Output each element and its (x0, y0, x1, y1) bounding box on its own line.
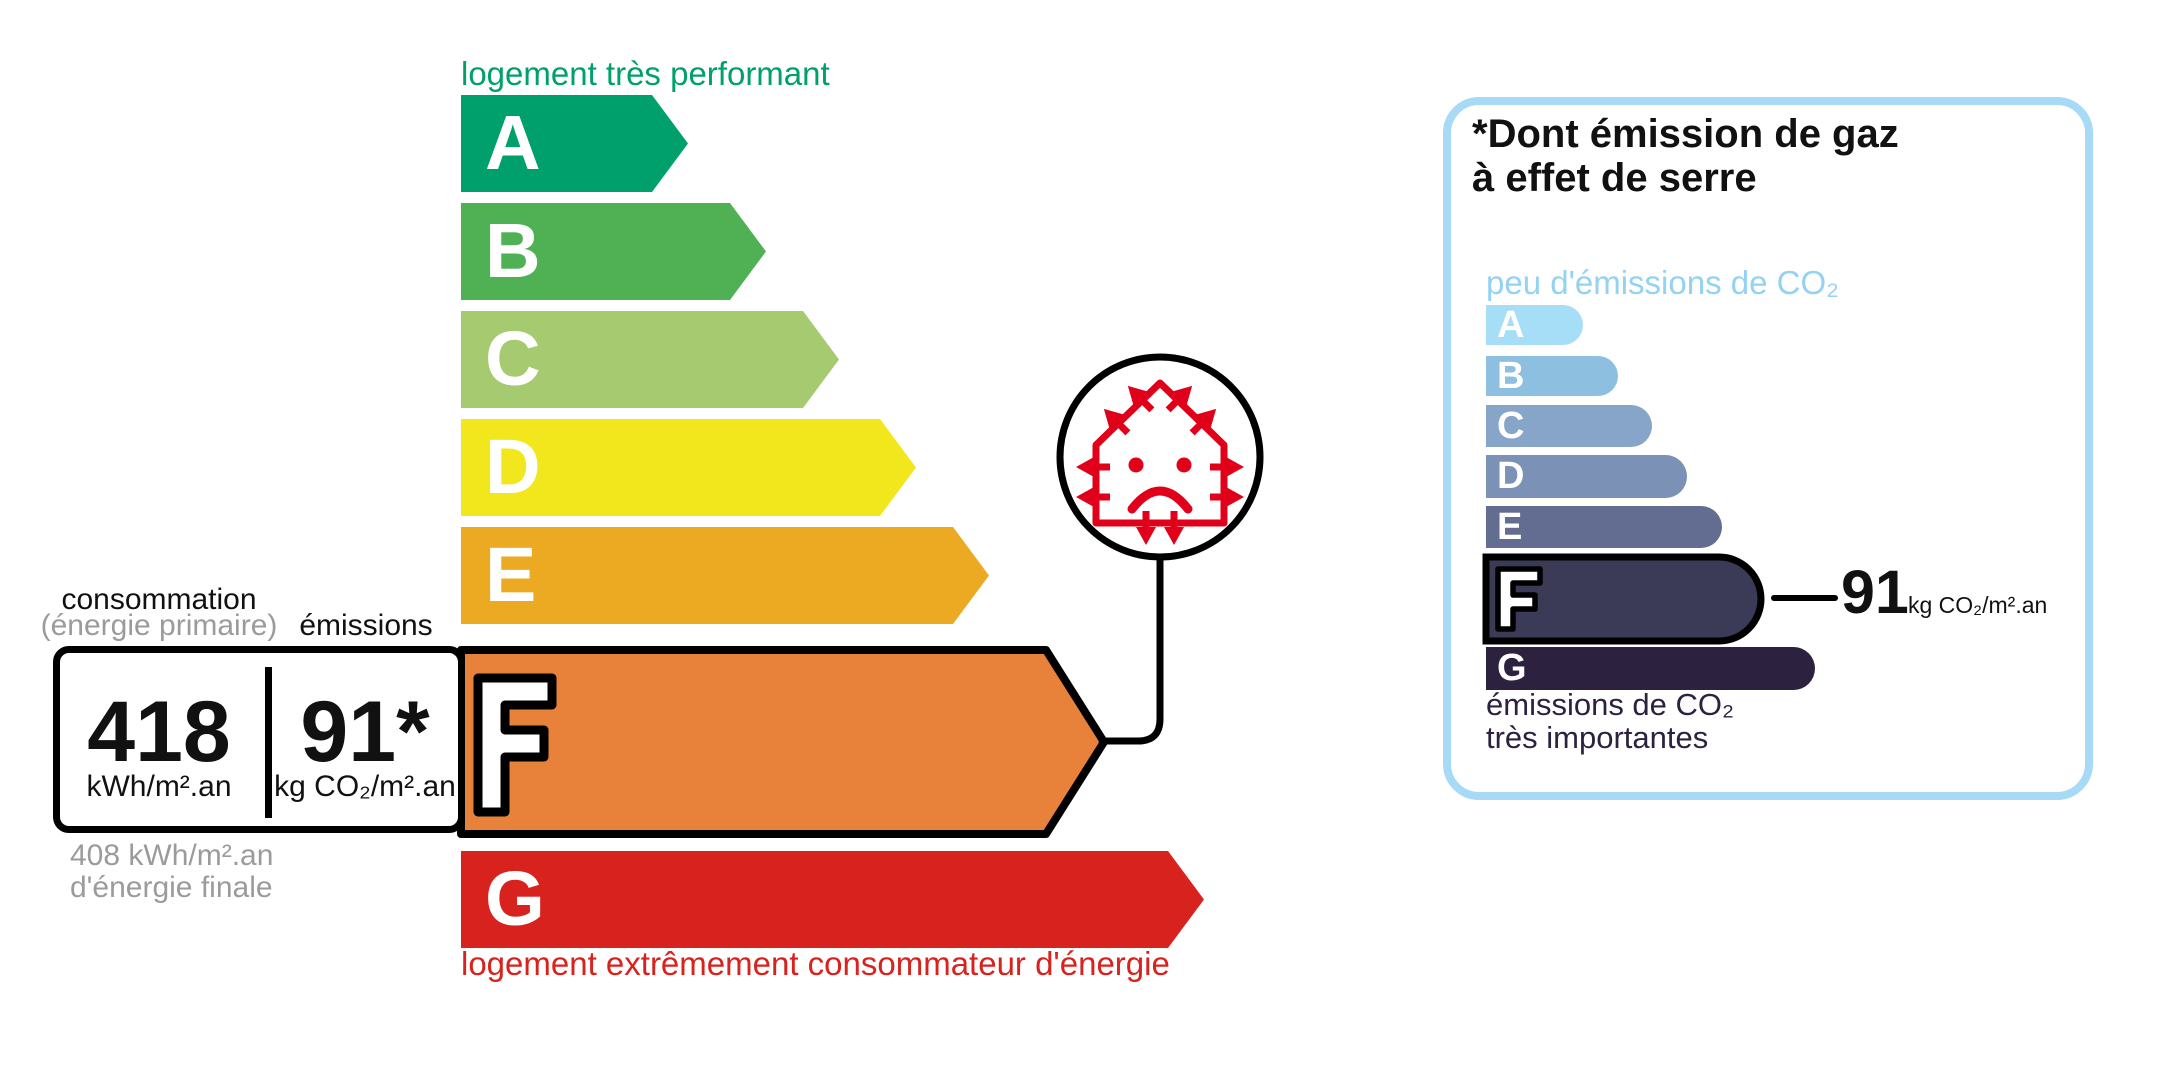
ges-top-label: peu d'émissions de CO₂ (1486, 264, 1839, 301)
house-icon-circle (1056, 353, 1264, 561)
primary-energy-value: 418 (87, 684, 231, 780)
energy-class-c-letter: C (485, 316, 541, 402)
ges-title-line1: *Dont émission de gaz (1472, 112, 1899, 156)
ges-class-c-letter: C (1497, 405, 1525, 447)
energy-class-b-arrow: B (461, 203, 766, 300)
final-energy-line1: 408 kWh/m².an (70, 839, 274, 872)
ges-class-b-letter: B (1497, 355, 1525, 397)
emissions-value: 91* (300, 684, 430, 780)
energy-class-a-arrow: A (461, 95, 688, 192)
house-left-eye (1128, 457, 1144, 473)
ges-class-a-letter: A (1497, 304, 1525, 346)
energy-class-g-letter: G (485, 856, 545, 942)
energy-class-e-arrow: E (461, 527, 989, 624)
house-right-eye (1176, 457, 1192, 473)
energy-class-c-arrow: C (461, 311, 839, 408)
ges-class-g-bar: G (1486, 647, 1815, 690)
ges-value-unit: kg CO₂/m².an (1908, 592, 2048, 618)
ges-value-pointer-line (1771, 595, 1838, 601)
final-energy-note: 408 kWh/m².an d'énergie finale (70, 840, 273, 904)
emissions-title: émissions (299, 609, 433, 642)
primary-energy-unit: kWh/m².an (86, 770, 232, 803)
energy-class-a-letter: A (485, 100, 541, 186)
ges-class-c-bar: C (1486, 405, 1652, 447)
ges-bottom-label: émissions de CO₂ très importantes (1486, 688, 1734, 754)
energy-class-b-letter: B (485, 208, 541, 294)
sad-house (1076, 379, 1244, 545)
energy-class-f-arrow-shape (457, 646, 1108, 838)
energy-class-e-letter: E (485, 532, 537, 618)
final-energy-line2: d'énergie finale (70, 871, 273, 904)
sad-house-icon (1056, 353, 1264, 561)
house-connector-line (1098, 556, 1164, 745)
ges-class-f-bar (1482, 553, 1765, 645)
house-sad-mouth (1127, 486, 1193, 514)
energy-scale-top-label: logement très performant (461, 55, 830, 92)
consumption-box (53, 646, 465, 833)
energy-class-d-letter: D (485, 424, 541, 510)
ges-class-f-letter (1495, 566, 1543, 632)
energy-scale-bottom-label: logement extrêmement consommateur d'éner… (461, 945, 1170, 982)
ges-title-line2: à effet de serre (1472, 156, 1757, 200)
energy-class-f-letter (473, 673, 557, 817)
ges-bottom-line1: émissions de CO₂ (1486, 687, 1735, 722)
ges-class-b-bar: B (1486, 356, 1618, 396)
emissions-unit: kg CO₂/m².an (274, 770, 456, 803)
energy-class-d-arrow: D (461, 419, 916, 516)
consumption-title: consommation (61, 583, 257, 616)
ges-class-f-shape (1482, 553, 1765, 645)
primary-energy-subtitle: (énergie primaire) (40, 609, 278, 642)
box-divider (265, 667, 272, 818)
ges-class-d-bar: D (1486, 455, 1687, 498)
energy-class-g-arrow: G (461, 851, 1204, 948)
ges-class-g-letter: G (1497, 647, 1527, 689)
ges-value: 91 (1841, 558, 1909, 626)
ges-class-e-bar: E (1486, 506, 1722, 548)
ges-panel-title: *Dont émission de gaz à effet de serre (1472, 112, 1899, 200)
ges-class-e-letter: E (1497, 506, 1523, 548)
energy-class-f-arrow (457, 646, 1108, 838)
ges-bottom-line2: très importantes (1486, 720, 1709, 755)
ges-class-a-bar: A (1486, 305, 1583, 345)
ges-class-d-letter: D (1497, 455, 1525, 497)
